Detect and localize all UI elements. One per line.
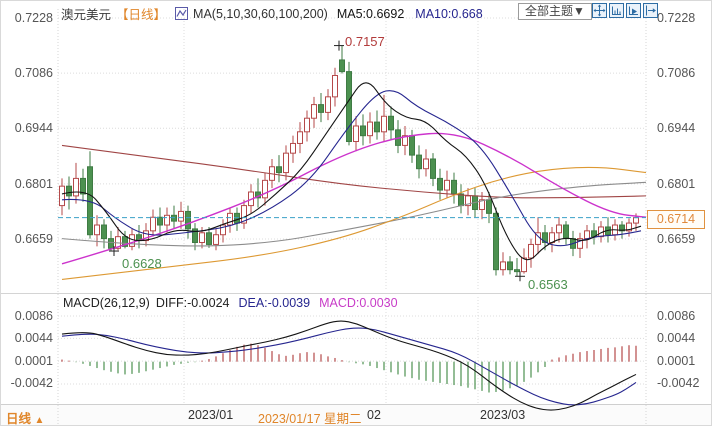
ma100-line [61,181,647,247]
pane-divider [1,293,711,294]
period-tag: 【日线】 [116,8,167,22]
play-scroll-icon[interactable] [626,3,641,18]
price-tick: 0.7086 [657,66,696,80]
diff-line [61,320,637,411]
ma30-line [61,132,647,265]
fit-range-icon[interactable] [609,3,624,18]
up-triangle-icon: ▲ [34,415,45,426]
price-tick: 0.6801 [14,177,53,191]
ma-params-label: MA(5,10,30,60,100,200) [193,6,328,21]
macd-value: MACD:0.0030 [319,296,398,310]
ma10-value: MA10:0.668 [415,6,483,21]
candles-layer [59,45,639,277]
low-annotation-mar: 0.6563 [528,277,568,292]
footer-period-label: 日线 [6,412,32,426]
annotation-markers [109,40,525,282]
page-forward-icon[interactable] [643,3,658,18]
price-tick: 0.6944 [14,121,53,135]
current-price-tag: 0.6714 [647,210,705,229]
price-tick: 0.6659 [14,232,53,246]
macd-tick: 0.0001 [657,354,696,368]
footer-period-selector[interactable]: 日线 ▲ [6,408,45,426]
macd-histogram [61,343,637,393]
x-label-mar: 2023/03 [480,408,526,422]
high-annotation: 0.7157 [345,34,385,49]
pan-icon[interactable] [592,3,607,18]
macd-tick: 0.0044 [14,331,53,345]
macd-tick: -0.0042 [657,376,700,390]
price-tick: 0.7228 [657,11,696,25]
ma5-line [61,82,642,261]
ma200-line [61,144,647,199]
dea-line [61,327,637,406]
macd-tick: -0.0042 [10,376,53,390]
ma-lines-layer [61,82,647,280]
x-axis-bar [1,404,711,425]
diff-value: DIFF:-0.0024 [155,296,230,310]
ma10-line [61,90,642,247]
chart-toolbar [592,3,658,18]
x-label-feb-partial: 02 [367,408,381,422]
ma5-value: MA5:0.6692 [336,6,405,21]
macd-header: MACD(26,12,9) DIFF:-0.0024 DEA:-0.0039 M… [63,296,398,310]
price-tick: 0.6944 [657,121,696,135]
macd-params: MACD(26,12,9) [63,296,150,310]
dea-value: DEA:-0.0039 [238,296,311,310]
low-annotation-dec: 0.6628 [122,256,162,271]
price-tick: 0.7228 [14,11,53,25]
price-tick: 0.6801 [657,177,696,191]
macd-tick: 0.0001 [14,354,53,368]
price-tick: 0.7086 [14,66,53,80]
indicator-icon[interactable] [175,7,189,20]
macd-tick: 0.0044 [657,331,696,345]
ma60-line [61,166,647,280]
macd-tick: 0.0086 [14,309,53,323]
crosshair-date-label: 2023/01/17 星期二 [258,412,362,426]
symbol-name: 澳元美元 [61,8,112,22]
macd-tick: 0.0086 [657,309,696,323]
price-tick: 0.6659 [657,232,696,246]
main-chart-header: 澳元美元 【日线】 MA(5,10,30,60,100,200) MA5:0.6… [61,4,483,23]
theme-dropdown[interactable]: 全部主题▼ [518,3,592,20]
x-label-jan: 2023/01 [188,408,234,422]
